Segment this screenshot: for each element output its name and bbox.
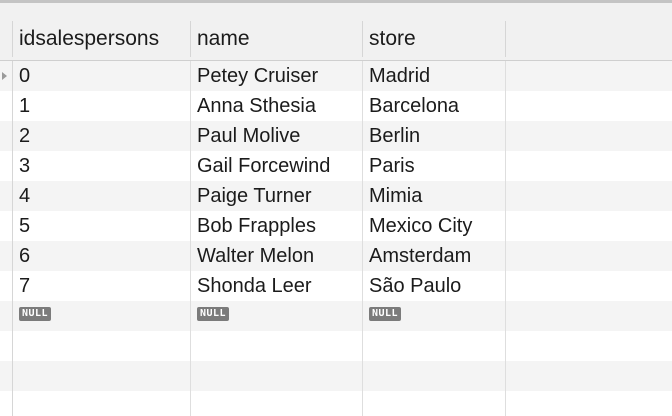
row-gutter[interactable] <box>0 61 13 91</box>
table-row[interactable]: 4 Paige Turner Mimia <box>0 181 672 211</box>
cell-idsalespersons[interactable]: 0 <box>13 61 191 91</box>
cell-empty <box>506 241 672 271</box>
row-gutter[interactable] <box>0 211 13 241</box>
cell-empty <box>191 361 363 391</box>
cell-name[interactable]: Anna Sthesia <box>191 91 363 121</box>
cell-empty <box>363 391 506 416</box>
cell-empty <box>506 181 672 211</box>
row-gutter <box>0 331 13 361</box>
cell-store[interactable]: Berlin <box>363 121 506 151</box>
cell-empty <box>506 121 672 151</box>
cell-empty <box>13 391 191 416</box>
cell-empty <box>506 331 672 361</box>
cell-name[interactable]: Walter Melon <box>191 241 363 271</box>
cell-empty <box>506 391 672 416</box>
empty-row <box>0 331 672 361</box>
null-badge: NULL <box>19 306 52 321</box>
cell-empty <box>363 361 506 391</box>
cell-store[interactable]: Barcelona <box>363 91 506 121</box>
cell-store[interactable]: Mimia <box>363 181 506 211</box>
cell-idsalespersons[interactable]: 7 <box>13 271 191 301</box>
grid-top-border <box>0 0 672 3</box>
table-row[interactable]: 0 Petey Cruiser Madrid <box>0 61 672 91</box>
cell-empty <box>506 361 672 391</box>
row-gutter[interactable] <box>0 241 13 271</box>
row-gutter <box>0 361 13 391</box>
empty-row <box>0 361 672 391</box>
cell-empty <box>506 301 672 331</box>
row-gutter[interactable] <box>0 91 13 121</box>
column-header-idsalespersons[interactable]: idsalespersons <box>13 21 191 57</box>
empty-row <box>0 391 672 416</box>
cell-name[interactable]: Paul Molive <box>191 121 363 151</box>
table-row[interactable]: 2 Paul Molive Berlin <box>0 121 672 151</box>
table-row[interactable]: 6 Walter Melon Amsterdam <box>0 241 672 271</box>
column-header-name[interactable]: name <box>191 21 363 57</box>
row-gutter[interactable] <box>0 271 13 301</box>
cell-name[interactable]: Shonda Leer <box>191 271 363 301</box>
current-row-arrow-icon <box>2 72 7 80</box>
grid-rows: 0 Petey Cruiser Madrid 1 Anna Sthesia Ba… <box>0 61 672 416</box>
cell-store-null[interactable]: NULL <box>363 301 506 331</box>
grid-header: idsalespersons name store <box>0 3 672 61</box>
null-badge: NULL <box>197 306 230 321</box>
row-gutter[interactable] <box>0 121 13 151</box>
cell-idsalespersons[interactable]: 6 <box>13 241 191 271</box>
header-gutter <box>0 21 13 57</box>
cell-idsalespersons[interactable]: 5 <box>13 211 191 241</box>
table-row[interactable]: 5 Bob Frapples Mexico City <box>0 211 672 241</box>
cell-empty <box>506 61 672 91</box>
cell-empty <box>506 271 672 301</box>
cell-idsalespersons[interactable]: 4 <box>13 181 191 211</box>
cell-name[interactable]: Paige Turner <box>191 181 363 211</box>
cell-empty <box>13 361 191 391</box>
table-row[interactable]: 1 Anna Sthesia Barcelona <box>0 91 672 121</box>
cell-name[interactable]: Petey Cruiser <box>191 61 363 91</box>
cell-store[interactable]: São Paulo <box>363 271 506 301</box>
cell-empty <box>13 331 191 361</box>
cell-empty <box>506 151 672 181</box>
cell-empty <box>363 331 506 361</box>
row-gutter[interactable] <box>0 301 13 331</box>
column-header-store[interactable]: store <box>363 21 506 57</box>
cell-empty <box>506 91 672 121</box>
null-badge: NULL <box>369 306 402 321</box>
cell-name-null[interactable]: NULL <box>191 301 363 331</box>
cell-empty <box>191 331 363 361</box>
cell-store[interactable]: Madrid <box>363 61 506 91</box>
row-gutter[interactable] <box>0 181 13 211</box>
cell-empty <box>191 391 363 416</box>
cell-empty <box>506 211 672 241</box>
cell-idsalespersons[interactable]: 3 <box>13 151 191 181</box>
row-gutter[interactable] <box>0 151 13 181</box>
cell-store[interactable]: Paris <box>363 151 506 181</box>
new-row[interactable]: NULL NULL NULL <box>0 301 672 331</box>
cell-store[interactable]: Amsterdam <box>363 241 506 271</box>
table-row[interactable]: 3 Gail Forcewind Paris <box>0 151 672 181</box>
cell-store[interactable]: Mexico City <box>363 211 506 241</box>
cell-name[interactable]: Bob Frapples <box>191 211 363 241</box>
cell-idsalespersons[interactable]: 1 <box>13 91 191 121</box>
cell-name[interactable]: Gail Forcewind <box>191 151 363 181</box>
column-header-empty <box>506 21 672 57</box>
row-gutter <box>0 391 13 416</box>
table-row[interactable]: 7 Shonda Leer São Paulo <box>0 271 672 301</box>
cell-idsalespersons[interactable]: 2 <box>13 121 191 151</box>
cell-idsalespersons-null[interactable]: NULL <box>13 301 191 331</box>
